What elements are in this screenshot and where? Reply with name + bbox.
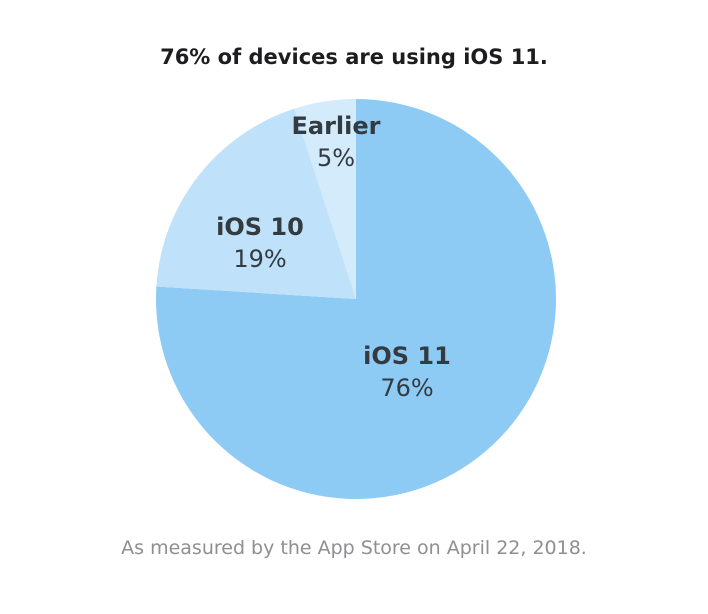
slice-label-value: 5% (317, 144, 355, 172)
slice-label-name: iOS 11 (363, 342, 451, 370)
pie-slices (155, 99, 556, 500)
pie-slice-labels: iOS 11 76% iOS 10 19% Earlier 5% (216, 112, 451, 402)
slice-label-value: 19% (233, 245, 286, 273)
chart-footnote: As measured by the App Store on April 22… (121, 537, 587, 559)
pie-slice-ios-10 (156, 108, 356, 299)
slice-label-name: Earlier (292, 112, 381, 140)
slice-label-value: 76% (380, 374, 433, 402)
chart-title: 76% of devices are using iOS 11. (160, 45, 548, 69)
pie-slice-ios-11 (155, 99, 556, 500)
slice-label-name: iOS 10 (216, 213, 304, 241)
pie-slice-earlier (294, 99, 356, 299)
